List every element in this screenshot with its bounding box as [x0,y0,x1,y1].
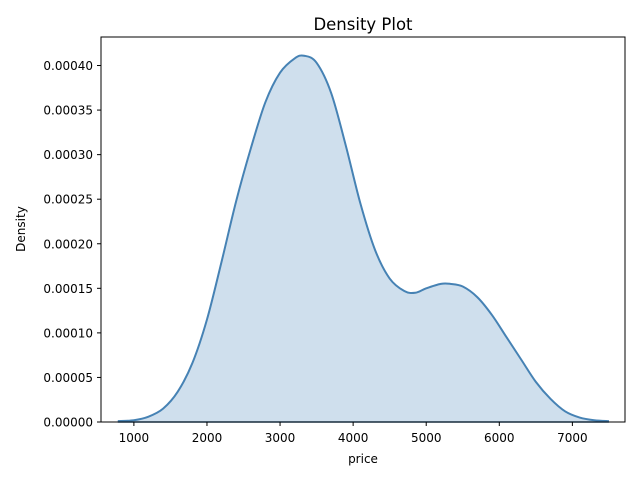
y-axis-label: Density [14,206,28,252]
density-area-fill [117,55,609,423]
x-tick-label: 3000 [265,431,296,445]
y-tick-label: 0.00010 [43,326,93,340]
y-tick-label: 0.00000 [43,416,93,430]
chart-title: Density Plot [313,15,413,34]
y-tick-label: 0.00030 [43,148,93,162]
y-tick-label: 0.00040 [43,59,93,73]
x-axis: 1000 2000 3000 4000 5000 6000 7000 [119,422,588,445]
x-tick-label: 2000 [192,431,223,445]
y-tick-label: 0.00015 [43,282,93,296]
y-tick-label: 0.00005 [43,371,93,385]
x-tick-label: 7000 [557,431,588,445]
x-tick-label: 6000 [484,431,515,445]
y-tick-label: 0.00025 [43,193,93,207]
x-tick-label: 1000 [119,431,150,445]
y-axis: 0.00000 0.00005 0.00010 0.00015 0.00020 0.000… [43,59,101,430]
plot-area [117,54,609,423]
y-tick-label: 0.00020 [43,237,93,251]
density-curve [117,54,609,423]
plot-frame [100,36,626,423]
x-tick-label: 5000 [411,431,442,445]
x-axis-label: price [348,452,378,466]
y-tick-label: 0.00035 [43,104,93,118]
x-tick-label: 4000 [338,431,369,445]
